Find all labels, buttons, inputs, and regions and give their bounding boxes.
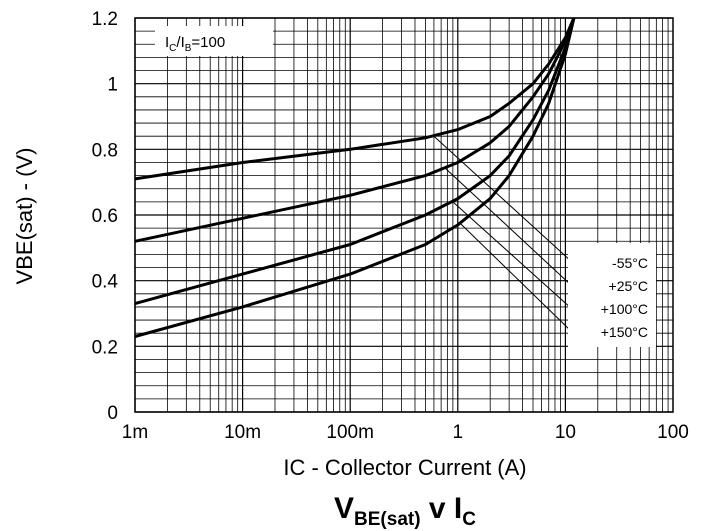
x-tick-label: 10m	[224, 422, 261, 443]
legend-label: +150°C	[601, 324, 648, 340]
legend-box	[568, 243, 656, 347]
legend: -55°C +25°C +100°C +150°C	[601, 255, 648, 340]
chart-title: VBE(sat) v IC	[334, 492, 476, 530]
grid-lines	[134, 17, 673, 413]
x-tick-label: 10	[555, 422, 576, 443]
legend-label: -55°C	[612, 255, 648, 271]
legend-leader-line	[459, 222, 573, 333]
series-line-4	[134, 17, 576, 338]
x-tick-label: 1m	[122, 422, 148, 443]
y-tick-label: 1	[107, 75, 118, 96]
y-tick-label: 0.2	[92, 337, 118, 358]
plot-frame	[134, 17, 674, 413]
x-axis-label: IC - Collector Current (A)	[283, 455, 526, 480]
x-tick-label: 100m	[326, 422, 374, 443]
curve-group	[134, 17, 576, 338]
y-tick-labels: 0 0.2 0.4 0.6 0.8 1 1.2	[92, 9, 119, 424]
x-tick-labels: 1m 10m 100m 1 10 100	[122, 422, 689, 443]
x-tick-label: 100	[657, 422, 689, 443]
y-tick-label: 1.2	[92, 9, 118, 30]
x-tick-label: 1	[453, 422, 464, 443]
series-line-2	[134, 17, 576, 243]
legend-leader-line	[444, 167, 573, 287]
condition-box	[155, 26, 273, 56]
legend-leader-line	[433, 135, 573, 263]
legend-label: +25°C	[609, 278, 648, 294]
legend-leader-line	[452, 201, 573, 310]
series-line-1	[134, 17, 576, 181]
y-axis-label: VBE(sat) - (V)	[12, 148, 37, 285]
y-tick-label: 0.8	[92, 140, 118, 161]
legend-label: +100°C	[601, 301, 648, 317]
series-line-3	[134, 17, 576, 306]
y-tick-label: 0	[107, 403, 118, 424]
y-tick-label: 0.6	[92, 206, 118, 227]
plot-border	[134, 17, 674, 413]
condition-text: IC/IB=100	[165, 34, 225, 54]
y-tick-label: 0.4	[92, 272, 119, 293]
legend-leader-lines	[433, 135, 573, 333]
